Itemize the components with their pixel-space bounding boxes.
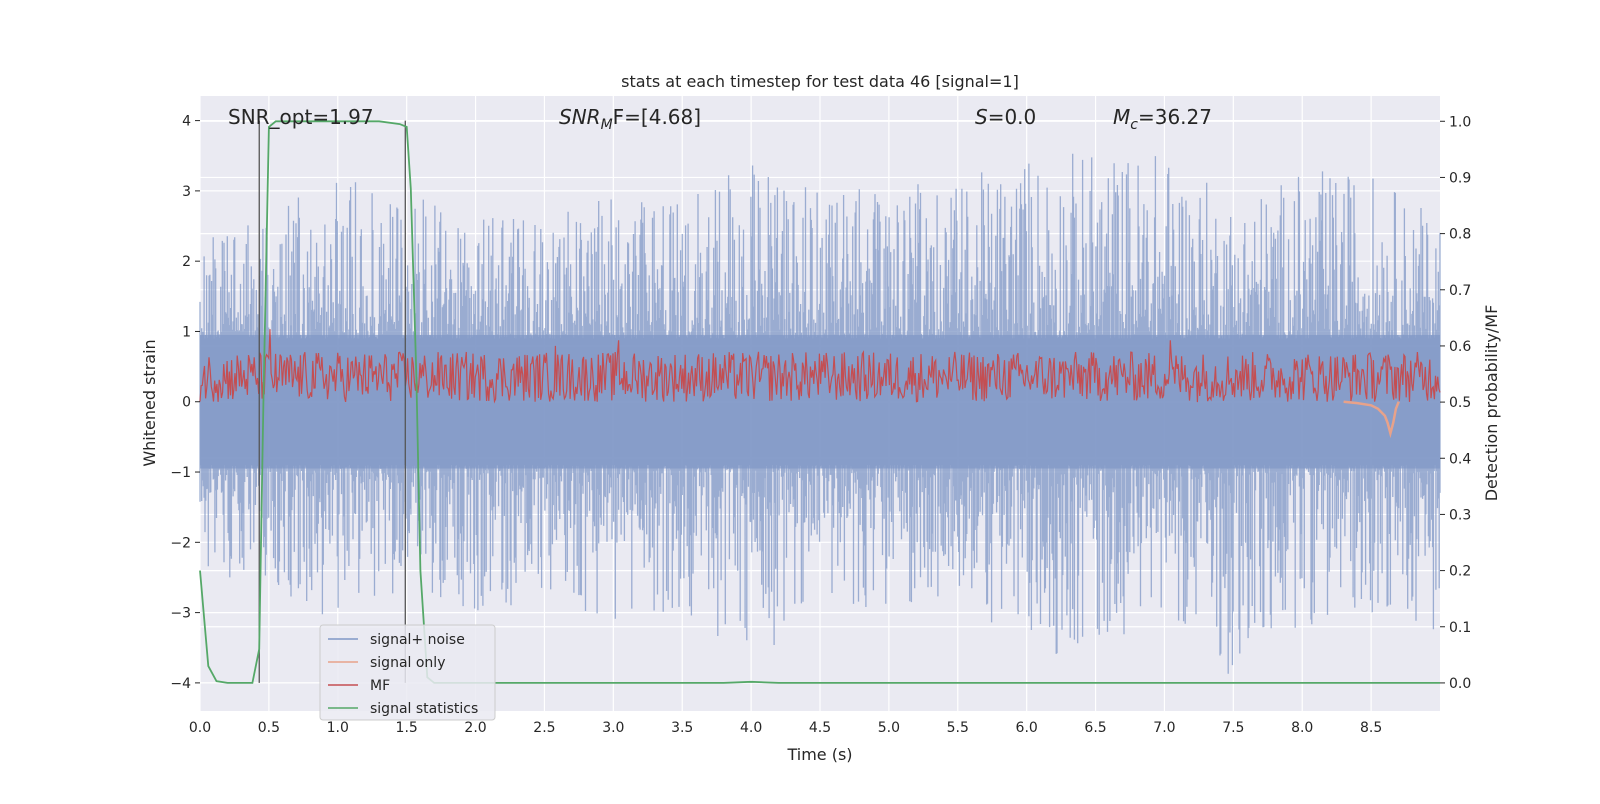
x-tick-label: 7.0 <box>1153 720 1175 736</box>
y-tick-label-right: 0.1 <box>1449 620 1471 636</box>
legend-label-signal-only: signal only <box>370 655 445 671</box>
x-ticks: 0.0 0.5 1.0 1.5 2.0 2.5 3.0 3.5 4.0 4.5 5.0 5.5 6.0 6… <box>189 720 1382 736</box>
series-mf <box>199 329 1441 404</box>
annotation-snr-opt: SNR_opt=1.97 <box>228 105 374 129</box>
y-tick-label-left: −3 <box>170 606 191 622</box>
mc-symbol: M <box>1113 105 1130 129</box>
y-tick-label-left: 3 <box>182 184 191 200</box>
x-tick-label: 7.5 <box>1222 720 1244 736</box>
vertical-markers <box>258 120 406 683</box>
y-tick-label-right: 0.0 <box>1449 676 1471 692</box>
x-axis-label: Time (s) <box>786 745 852 764</box>
x-tick-label: 6.5 <box>1084 720 1106 736</box>
signal-only-trace <box>1343 400 1400 439</box>
y-tick-label-right: 0.6 <box>1449 339 1471 355</box>
mc-subscript: c <box>1130 117 1138 133</box>
mc-value: =36.27 <box>1138 105 1212 129</box>
legend-label-mf: MF <box>370 678 390 694</box>
snr-mf-subscript: M <box>601 117 613 133</box>
x-tick-label: 3.0 <box>602 720 624 736</box>
y-tick-label-right: 0.5 <box>1449 395 1471 411</box>
annotation-snr-mf: SNRMF=[4.68] <box>559 105 701 133</box>
y-ticks-left: 4 3 2 1 0 −1 −2 −3 −4 <box>170 114 200 692</box>
signal-statistics-trace <box>199 120 1440 684</box>
y-tick-label-right: 1.0 <box>1449 114 1471 130</box>
x-tick-label: 2.0 <box>464 720 486 736</box>
s-symbol: S <box>975 105 988 129</box>
legend-label-signal-statistics: signal statistics <box>370 701 478 717</box>
x-tick-label: 2.5 <box>533 720 555 736</box>
x-tick-label: 4.5 <box>809 720 831 736</box>
legend: signal+ noise signal only MF signal stat… <box>319 624 496 721</box>
y-tick-label-left: 2 <box>182 254 191 270</box>
snr-mf-value: F=[4.68] <box>613 105 701 129</box>
x-tick-label: 8.0 <box>1291 720 1313 736</box>
y-tick-label-right: 0.9 <box>1449 170 1471 186</box>
chart-title: stats at each timestep for test data 46 … <box>621 72 1019 91</box>
y-tick-label-right: 0.7 <box>1449 283 1471 299</box>
y-axis-label-right: Detection probability/MF <box>1482 305 1501 502</box>
y-tick-label-right: 0.8 <box>1449 227 1471 243</box>
x-tick-label: 5.5 <box>947 720 969 736</box>
x-tick-label: 4.0 <box>740 720 762 736</box>
x-tick-label: 1.0 <box>327 720 349 736</box>
x-tick-label: 6.0 <box>1016 720 1038 736</box>
y-tick-label-left: −2 <box>170 535 191 551</box>
y-tick-label-right: 0.4 <box>1449 451 1471 467</box>
y-tick-label-left: 4 <box>182 114 191 130</box>
y-ticks-right: 1.0 0.9 0.8 0.7 0.6 0.5 0.4 0.3 0.2 0.1 0.0 <box>1440 114 1471 692</box>
y-tick-label-left: −4 <box>170 676 191 692</box>
s-value: =0.0 <box>988 105 1037 129</box>
series-signal-only <box>1343 400 1400 439</box>
x-tick-label: 1.5 <box>396 720 418 736</box>
x-tick-label: 5.0 <box>878 720 900 736</box>
y-tick-label-left: 1 <box>182 324 191 340</box>
y-tick-label-right: 0.3 <box>1449 507 1471 523</box>
mf-trace <box>199 329 1441 404</box>
snr-mf-symbol: SNR <box>559 105 601 129</box>
legend-label-signal-noise: signal+ noise <box>370 632 465 648</box>
x-tick-label: 8.5 <box>1360 720 1382 736</box>
y-tick-label-left: −1 <box>170 465 191 481</box>
annotation-s: S=0.0 <box>975 105 1036 129</box>
x-tick-label: 0.0 <box>189 720 211 736</box>
legend-box <box>319 624 496 721</box>
series-signal-statistics <box>199 120 1440 684</box>
annotation-mc: Mc=36.27 <box>1113 105 1212 133</box>
x-tick-label: 3.5 <box>671 720 693 736</box>
x-tick-label: 0.5 <box>258 720 280 736</box>
y-tick-label-right: 0.2 <box>1449 564 1471 580</box>
y-tick-label-left: 0 <box>182 395 191 411</box>
y-axis-label-left: Whitened strain <box>140 339 159 466</box>
